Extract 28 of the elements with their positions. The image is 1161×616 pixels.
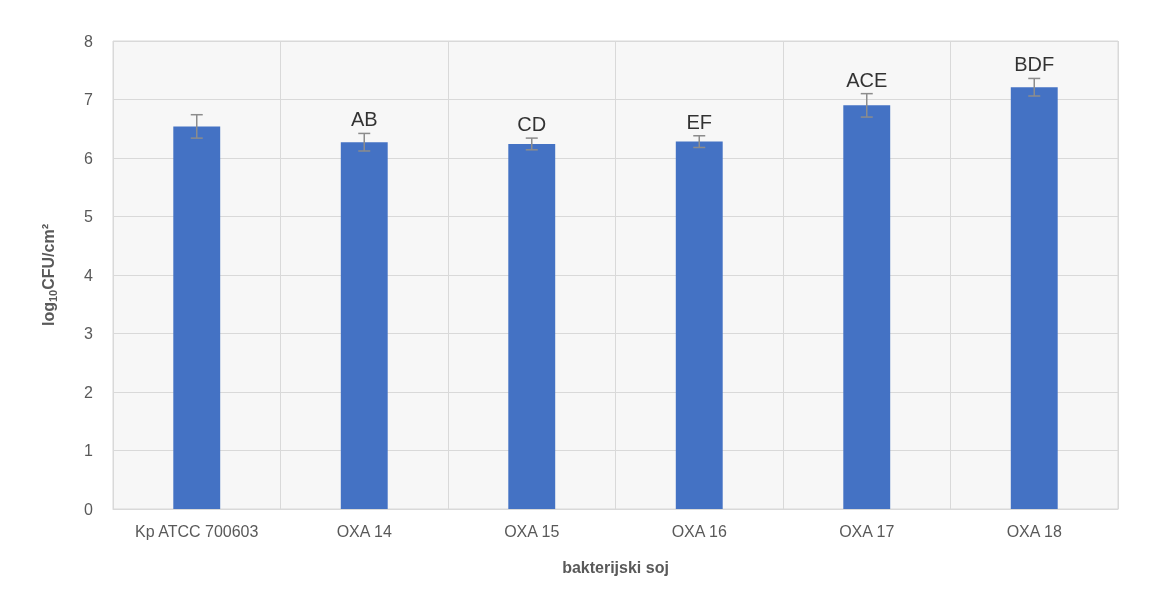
y-tick-label: 0 xyxy=(84,500,94,518)
bar xyxy=(1010,87,1058,509)
x-tick-label: OXA 16 xyxy=(671,522,727,540)
y-tick-label: 5 xyxy=(84,208,94,225)
annotation: BDF xyxy=(1014,53,1055,76)
y-tick-label: 6 xyxy=(84,149,94,167)
annotation: ACE xyxy=(846,68,888,91)
x-axis-title: bakterijski soj xyxy=(562,558,669,576)
y-tick-label: 3 xyxy=(84,325,94,342)
bar xyxy=(173,126,221,509)
y-tick-label: 4 xyxy=(84,266,94,284)
x-tick-label: OXA 18 xyxy=(1006,522,1062,540)
x-tick-label: Kp ATCC 700603 xyxy=(135,522,259,540)
y-tick-label: 7 xyxy=(84,91,94,108)
bar xyxy=(675,141,723,509)
annotation: EF xyxy=(686,110,713,133)
x-tick-label: OXA 14 xyxy=(336,522,392,540)
x-tick-label: OXA 17 xyxy=(839,522,895,540)
y-axis-title: log10CFU/cm² xyxy=(40,224,59,327)
annotation: AB xyxy=(350,108,378,131)
bar xyxy=(843,105,891,509)
y-tick-label: 2 xyxy=(84,383,94,401)
bar xyxy=(508,143,556,509)
y-tick-label: 1 xyxy=(84,442,94,459)
x-tick-label: OXA 15 xyxy=(504,522,560,540)
y-tick-label: 8 xyxy=(84,32,94,50)
annotation: CD xyxy=(517,113,547,136)
bar xyxy=(340,142,388,509)
